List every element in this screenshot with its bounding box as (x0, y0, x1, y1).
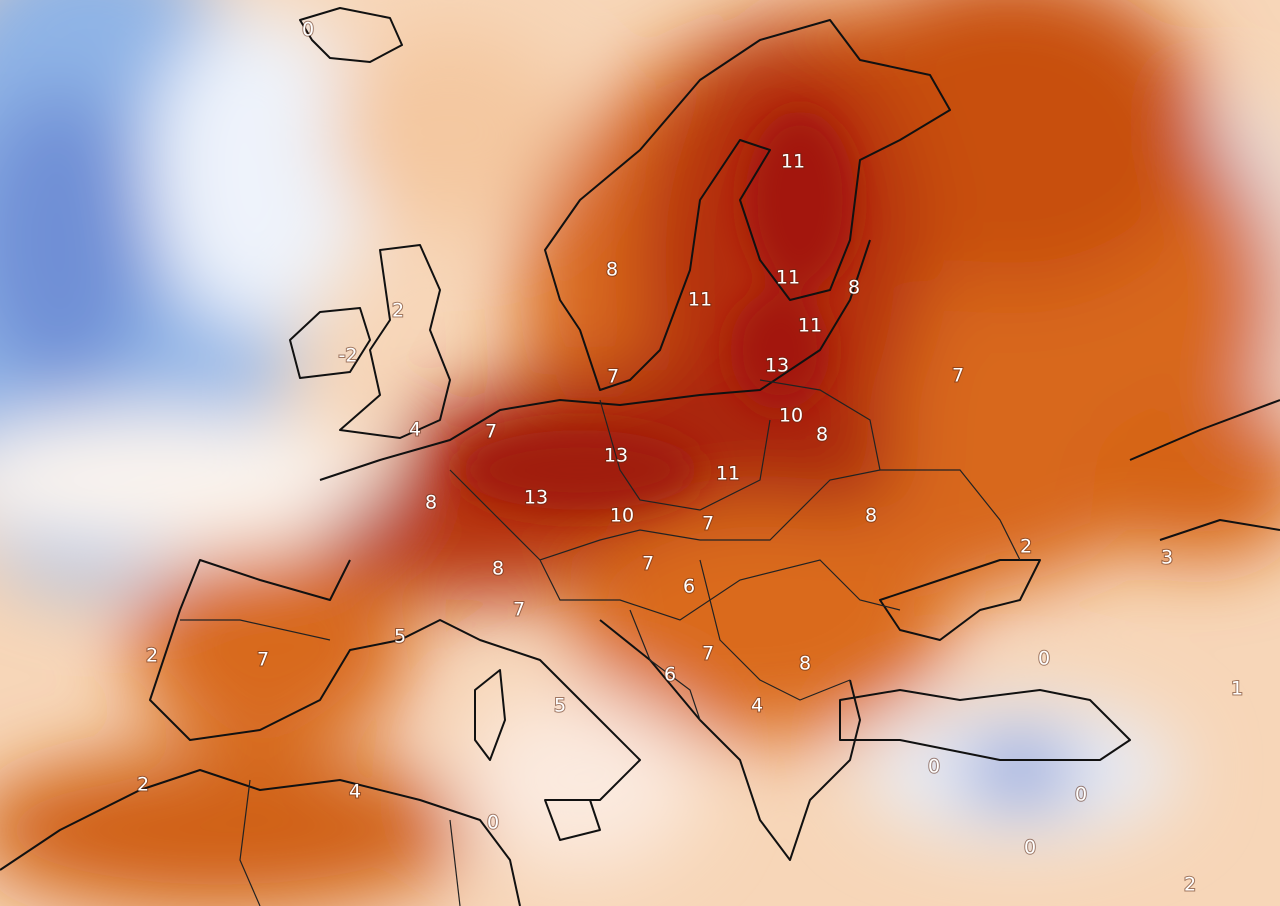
anomaly-label: 3 (1161, 547, 1173, 569)
anomaly-label: 0 (1024, 837, 1036, 859)
anomaly-label: -2 (339, 345, 358, 367)
anomaly-label: 7 (702, 643, 714, 665)
anomaly-label: 4 (349, 781, 361, 803)
anomaly-label: 1 (1231, 678, 1243, 700)
anomaly-label: 10 (779, 405, 803, 427)
anomaly-label: 0 (487, 812, 499, 834)
anomaly-label: 11 (716, 463, 740, 485)
anomaly-label: 8 (799, 653, 811, 675)
anomaly-label: 2 (146, 645, 158, 667)
anomaly-label: 8 (865, 505, 877, 527)
coastlines (0, 7, 1280, 906)
anomaly-label: 13 (765, 355, 789, 377)
anomaly-label: 7 (513, 599, 525, 621)
anomaly-label: 5 (554, 695, 566, 717)
anomaly-label: 8 (492, 558, 504, 580)
anomaly-label: 13 (524, 487, 548, 509)
anomaly-label: 0 (302, 19, 314, 41)
anomaly-label: 11 (776, 267, 800, 289)
anomaly-label: 7 (485, 421, 497, 443)
anomaly-label: 7 (952, 365, 964, 387)
anomaly-label: 8 (848, 277, 860, 299)
anomaly-label: 11 (688, 289, 712, 311)
anomaly-label: 4 (751, 695, 763, 717)
anomaly-label: 5 (394, 626, 406, 648)
anomaly-label: 0 (1075, 784, 1087, 806)
anomaly-label: 0 (1038, 648, 1050, 670)
anomaly-label: 11 (798, 315, 822, 337)
anomaly-label: 2 (137, 774, 149, 796)
borders (180, 379, 1021, 906)
anomaly-label: 7 (257, 649, 269, 671)
anomaly-label: 11 (781, 151, 805, 173)
anomaly-label: 10 (610, 505, 634, 527)
anomaly-label: 13 (604, 445, 628, 467)
anomaly-label: 0 (928, 756, 940, 778)
anomaly-label: 6 (664, 664, 676, 686)
anomaly-label: 6 (683, 576, 695, 598)
anomaly-label: 7 (642, 553, 654, 575)
anomaly-label: 2 (1020, 536, 1032, 558)
anomaly-label: 8 (816, 424, 828, 446)
anomaly-label: 8 (606, 259, 618, 281)
anomaly-label: 4 (409, 419, 421, 441)
anomaly-label: 2 (1184, 874, 1196, 896)
anomaly-label: 8 (425, 492, 437, 514)
anomaly-label: 7 (607, 366, 619, 388)
anomaly-label: 2 (392, 300, 404, 322)
anomaly-label: 7 (702, 513, 714, 535)
